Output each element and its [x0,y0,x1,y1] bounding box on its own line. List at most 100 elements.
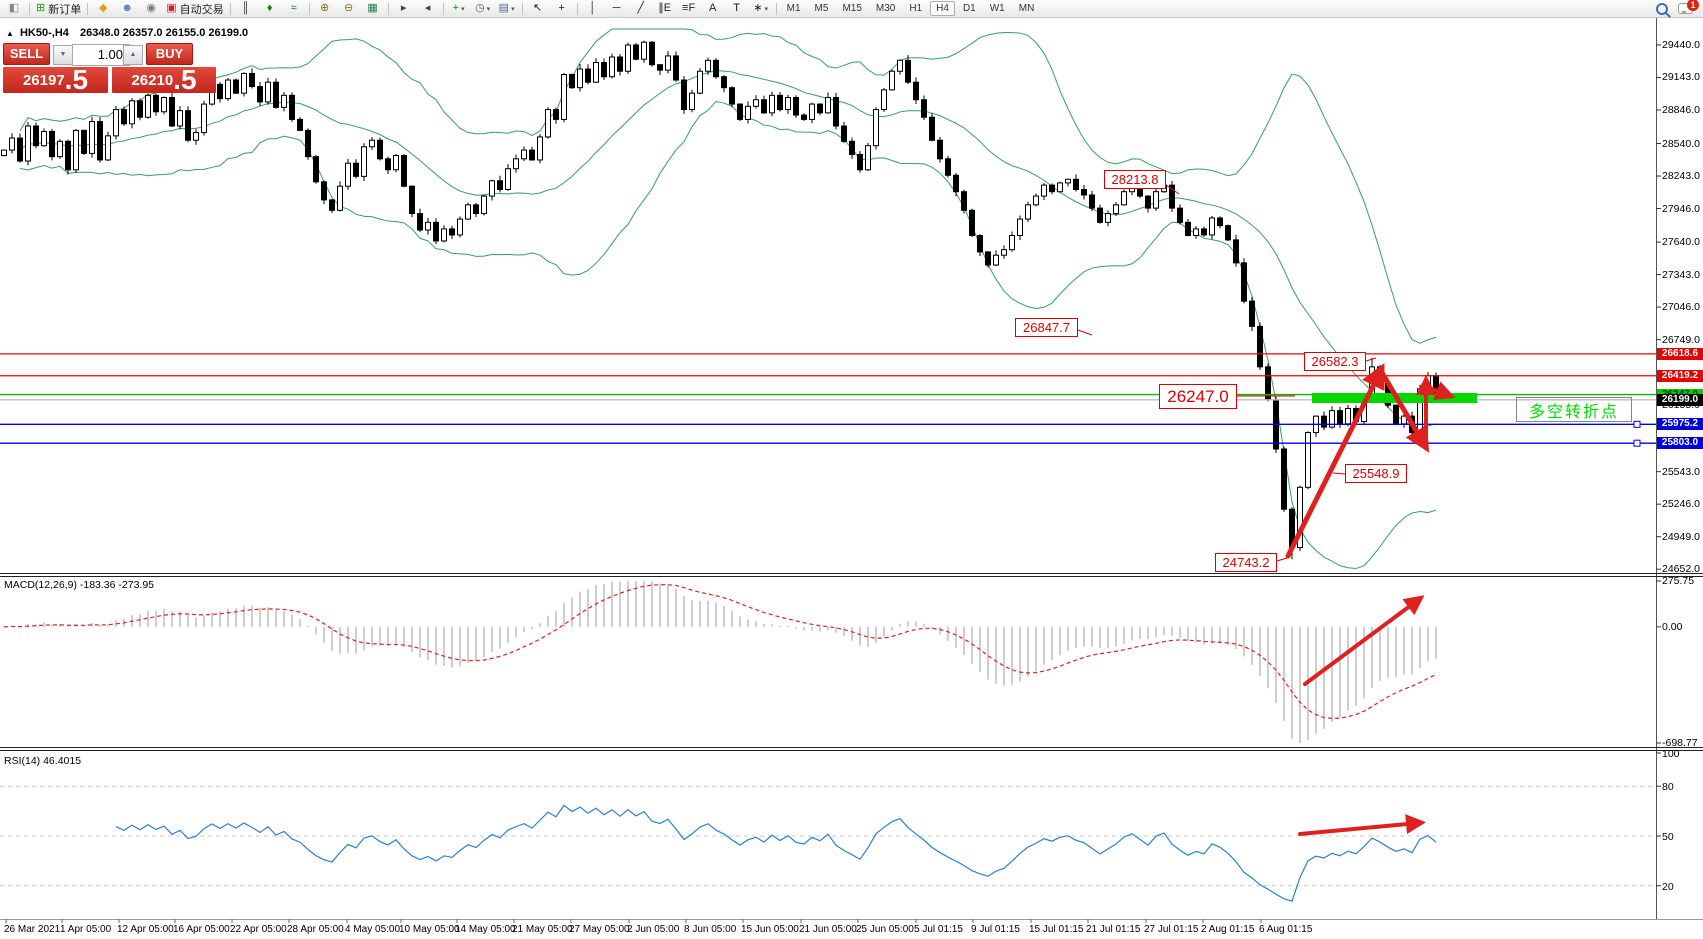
price-callout-28213.8[interactable]: 28213.8 [1104,170,1166,189]
zoom-in-icon: ⊕ [320,2,330,14]
channel-icon[interactable]: ∥E [653,1,677,16]
signal-icon: ◉ [146,2,157,14]
line-chart-icon[interactable]: ≈ [282,1,306,16]
chart-shift-icon: ◂ [424,2,431,14]
price-callout-26247.0[interactable]: 26247.0 [1159,384,1237,409]
arrows-icon[interactable]: ∗ ▾ [749,1,773,16]
volume-input[interactable]: 1.00 [72,44,130,66]
search-icon[interactable] [1656,2,1668,15]
periods-icon: ◷ [475,2,485,14]
timeframe-w1-button[interactable]: W1 [989,3,1005,14]
text-icon[interactable]: A [701,1,725,16]
new-order-button-label: 新订单 [48,3,82,16]
date-axis-label: 2 Jun 05:00 [627,924,680,935]
templates-icon[interactable]: ▤ ▾ [495,1,519,16]
notifications-icon[interactable]: 1 [1678,0,1699,14]
buy-price-frac: .5 [173,64,197,95]
date-axis-label: 27 May 05:00 [569,924,630,935]
date-axis-label: 5 Jul 01:15 [914,924,963,935]
line-chart-icon: ≈ [290,2,297,14]
indicators-icon-dropdown[interactable]: ▾ [461,5,465,13]
horizontal-line-icon: ─ [612,2,621,14]
price-callout-26582.3[interactable]: 26582.3 [1304,352,1366,371]
date-axis-label: 15 Jul 01:15 [1029,924,1084,935]
macd-axis-label: 275.75 [1662,575,1695,587]
profile-icon[interactable]: ☻ [115,1,139,16]
window-clip-icon[interactable]: ◧ [2,1,26,16]
toolbar-right: 1 [1656,0,1699,15]
chart-title: ▲ HK50-,H4 26348.0 26357.0 26155.0 26199… [6,27,248,39]
autotrade-button[interactable]: ▣ 自动交易 [163,1,226,16]
macd-header: MACD(12,26,9) -183.36 -273.95 [4,579,154,591]
chart-shift-icon[interactable]: ◂ [416,1,440,16]
auto-scroll-icon[interactable]: ▸ [392,1,416,16]
periods-icon[interactable]: ◷ ▾ [471,1,495,16]
toolbar-separator [576,2,578,15]
chart-symbol-period: HK50-,H4 [19,27,69,39]
toolbar-separator [775,2,777,15]
tile-windows-icon[interactable]: ▦ [361,1,385,16]
fibonacci-icon[interactable]: ≡F [677,1,701,16]
cursor-icon[interactable]: ↖ [526,1,550,16]
vertical-line-icon: │ [589,2,597,14]
volume-decrease-stepper[interactable]: ▼ [53,45,73,65]
indicators-icon[interactable]: + ▾ [447,1,471,16]
auto-scroll-icon: ▸ [400,2,407,14]
crosshair-icon[interactable]: + [550,1,574,16]
rsi-axis-label: 50 [1662,831,1674,843]
rsi-header: RSI(14) 46.4015 [4,755,82,767]
macd-axis-label: -698.77 [1662,737,1698,749]
timeframe-m15-button[interactable]: M15 [842,3,862,14]
templates-icon-dropdown[interactable]: ▾ [511,5,515,13]
timeframe-m1-button[interactable]: M1 [786,3,801,14]
buy-button[interactable]: BUY [146,43,193,65]
axis-price-label: 26749.0 [1662,333,1700,346]
axis-price-label: 27046.0 [1662,301,1700,314]
price-callout-25548.9[interactable]: 25548.9 [1345,464,1407,483]
volume-increase-stepper[interactable]: ▲ [123,45,143,65]
date-axis-label: 16 Apr 05:00 [173,924,230,935]
timeframe-mn-button[interactable]: MN [1018,3,1035,14]
arrows-icon-dropdown[interactable]: ▾ [764,5,768,13]
price-callout-26847.7[interactable]: 26847.7 [1015,318,1078,337]
date-axis-label: 6 Aug 01:15 [1259,924,1313,935]
horizontal-line-icon[interactable]: ─ [605,1,629,16]
text-icon: A [708,2,717,14]
signal-icon[interactable]: ◉ [139,1,163,16]
timeframe-h1-button[interactable]: H1 [909,3,923,14]
periods-icon-dropdown[interactable]: ▾ [486,5,491,13]
zoom-in-icon[interactable]: ⊕ [313,1,337,16]
styler-icon: ◆ [98,2,108,14]
notification-badge: 1 [1687,0,1699,11]
sell-price-display[interactable]: 26197 .5 [3,66,108,94]
date-axis-label: 21 May 05:00 [512,924,573,935]
styler-icon[interactable]: ◆ [91,1,115,16]
timeframe-m5-button[interactable]: M5 [814,3,829,14]
toolbar-separator [442,2,444,15]
timeframe-m30-button[interactable]: M30 [875,3,896,14]
trendline-icon: ╱ [637,2,644,14]
price-callout-24743.2[interactable]: 24743.2 [1215,553,1277,572]
date-axis-label: 8 Jun 05:00 [684,924,737,935]
profile-icon: ☻ [121,2,133,14]
pivot-point-label[interactable]: 多空转折点 [1516,397,1632,422]
bar-chart-icon[interactable]: ║ [234,1,258,16]
zoom-out-icon[interactable]: ⊖ [337,1,361,16]
axis-price-label: 25246.0 [1662,498,1700,511]
price-tag-26419.2: 26419.2 [1657,369,1703,382]
sell-button[interactable]: SELL [3,43,50,65]
toolbar: ◧ ⊞ 新订单 ◆ ☻ ◉ ▣ 自动交易 ║ ♦ ≈ ⊕ ⊖ ▦ ▸ ◂ + ▾ ◷ ▾ ▤ ▾ ↖ + │ ─ ╱ ∥E ≡F A T ∗ ▾… [0,0,1703,18]
timeframe-h4-button[interactable]: H4 [930,1,955,16]
candlestick-chart-icon[interactable]: ♦ [258,1,282,16]
chart-collapse-icon[interactable]: ▲ [6,29,14,38]
trendline-icon[interactable]: ╱ [629,1,653,16]
axis-price-label: 27946.0 [1662,202,1700,215]
buy-price-display[interactable]: 26210 .5 [112,64,216,95]
timeframe-d1-button[interactable]: D1 [962,3,976,14]
cursor-icon: ↖ [533,2,543,14]
new-order-button[interactable]: ⊞ 新订单 [33,1,84,16]
vertical-line-icon[interactable]: │ [581,1,605,16]
date-axis-label: 12 Apr 05:00 [117,924,174,935]
textlabel-icon[interactable]: T [725,1,749,16]
